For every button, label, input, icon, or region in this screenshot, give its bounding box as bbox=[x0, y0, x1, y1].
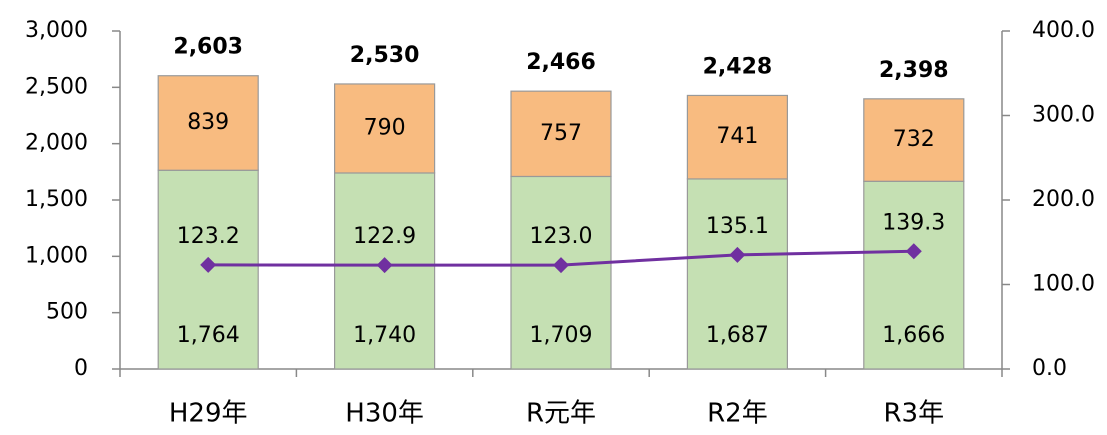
total-label: 2,530 bbox=[350, 43, 420, 68]
y2-tick-label: 0.0 bbox=[1032, 356, 1067, 381]
data-label: 1,764 bbox=[177, 323, 240, 348]
x-tick-label: H30年 bbox=[345, 399, 424, 429]
bar-segment bbox=[157, 75, 259, 171]
y2-tick-label: 100.0 bbox=[1032, 272, 1095, 297]
data-label: 139.3 bbox=[882, 210, 945, 235]
y2-tick-label: 400.0 bbox=[1032, 18, 1095, 43]
y-tick-label: 0 bbox=[74, 356, 88, 381]
bar-segment bbox=[863, 180, 965, 370]
total-label: 2,428 bbox=[703, 54, 773, 79]
x-tick-label: R3年 bbox=[883, 399, 944, 429]
total-label: 2,603 bbox=[173, 35, 243, 60]
data-label: 732 bbox=[893, 127, 935, 152]
y-tick-label: 2,000 bbox=[25, 131, 88, 156]
y2-tick-label: 200.0 bbox=[1032, 187, 1095, 212]
total-label: 2,398 bbox=[879, 58, 949, 83]
y-tick-label: 3,000 bbox=[25, 18, 88, 43]
data-label: 122.9 bbox=[353, 224, 416, 249]
total-label: 2,466 bbox=[526, 50, 596, 75]
y-tick-label: 1,500 bbox=[25, 187, 88, 212]
data-label: 790 bbox=[364, 115, 406, 140]
x-tick-label: R元年 bbox=[526, 399, 596, 429]
y2-tick-label: 300.0 bbox=[1032, 103, 1095, 128]
line-marker bbox=[376, 257, 393, 274]
x-tick-label: R2年 bbox=[707, 399, 768, 429]
data-label: 135.1 bbox=[706, 214, 769, 239]
data-label: 1,687 bbox=[706, 323, 769, 348]
line-marker bbox=[729, 246, 746, 263]
data-label: 741 bbox=[716, 124, 758, 149]
data-label: 123.2 bbox=[177, 224, 240, 249]
y-tick-label: 500 bbox=[46, 300, 88, 325]
line-marker bbox=[200, 256, 217, 273]
bar-segment bbox=[863, 98, 965, 182]
data-label: 839 bbox=[187, 110, 229, 135]
bar-segment bbox=[686, 178, 789, 370]
data-label: 1,666 bbox=[882, 323, 945, 348]
line-marker bbox=[905, 243, 922, 260]
bar-segment bbox=[686, 94, 789, 180]
y-tick-label: 1,000 bbox=[25, 243, 88, 268]
y-tick-label: 2,500 bbox=[25, 74, 88, 99]
data-label: 123.0 bbox=[530, 224, 593, 249]
data-label: 757 bbox=[540, 121, 582, 146]
bar-segment bbox=[510, 90, 612, 178]
bar-segment bbox=[334, 83, 436, 174]
line-marker bbox=[553, 257, 569, 274]
data-label: 1,709 bbox=[530, 323, 593, 348]
data-label: 1,740 bbox=[353, 323, 416, 348]
x-tick-label: H29年 bbox=[169, 399, 248, 429]
